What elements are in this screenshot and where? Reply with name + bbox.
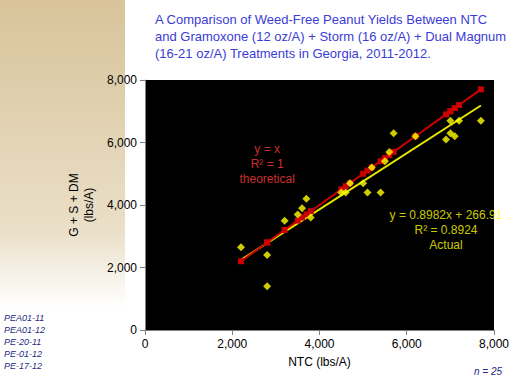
svg-text:A Comparison of Weed-Free Pean: A Comparison of Weed-Free Peanut Yields …: [155, 12, 491, 27]
svg-text:NTC (lbs/A): NTC (lbs/A): [288, 355, 351, 369]
svg-text:4,000: 4,000: [304, 337, 334, 351]
svg-text:G + S + DM: G + S + DM: [67, 173, 81, 236]
svg-text:PEA01-12: PEA01-12: [4, 325, 45, 335]
svg-text:Actual: Actual: [429, 238, 462, 252]
svg-text:PE-20-11: PE-20-11: [4, 337, 41, 347]
svg-text:8,000: 8,000: [479, 337, 509, 351]
svg-text:0: 0: [130, 323, 137, 337]
svg-text:R² = 0.8924: R² = 0.8924: [414, 223, 477, 237]
svg-text:0: 0: [142, 337, 149, 351]
svg-text:(16-21 oz/A) Treatments in Geo: (16-21 oz/A) Treatments in Georgia, 2011…: [155, 46, 431, 61]
svg-text:6,000: 6,000: [107, 136, 137, 150]
svg-text:n = 25: n = 25: [474, 366, 503, 377]
svg-text:and Gramoxone (12 oz/A) + Stor: and Gramoxone (12 oz/A) + Storm (16 oz/A…: [155, 29, 510, 44]
svg-text:2,000: 2,000: [217, 337, 247, 351]
svg-text:2,000: 2,000: [107, 261, 137, 275]
svg-text:y = x: y = x: [254, 142, 280, 156]
svg-text:(lbs/A): (lbs/A): [82, 188, 96, 223]
svg-text:8,000: 8,000: [107, 73, 137, 87]
svg-text:4,000: 4,000: [107, 198, 137, 212]
svg-text:PEA01-11: PEA01-11: [4, 313, 44, 323]
svg-text:y = 0.8982x + 266.91: y = 0.8982x + 266.91: [390, 208, 503, 222]
svg-text:6,000: 6,000: [392, 337, 422, 351]
svg-text:R² = 1: R² = 1: [251, 157, 284, 171]
svg-text:PE-01-12: PE-01-12: [4, 349, 42, 359]
svg-text:PE-17-12: PE-17-12: [4, 361, 42, 371]
svg-text:theoretical: theoretical: [239, 172, 294, 186]
